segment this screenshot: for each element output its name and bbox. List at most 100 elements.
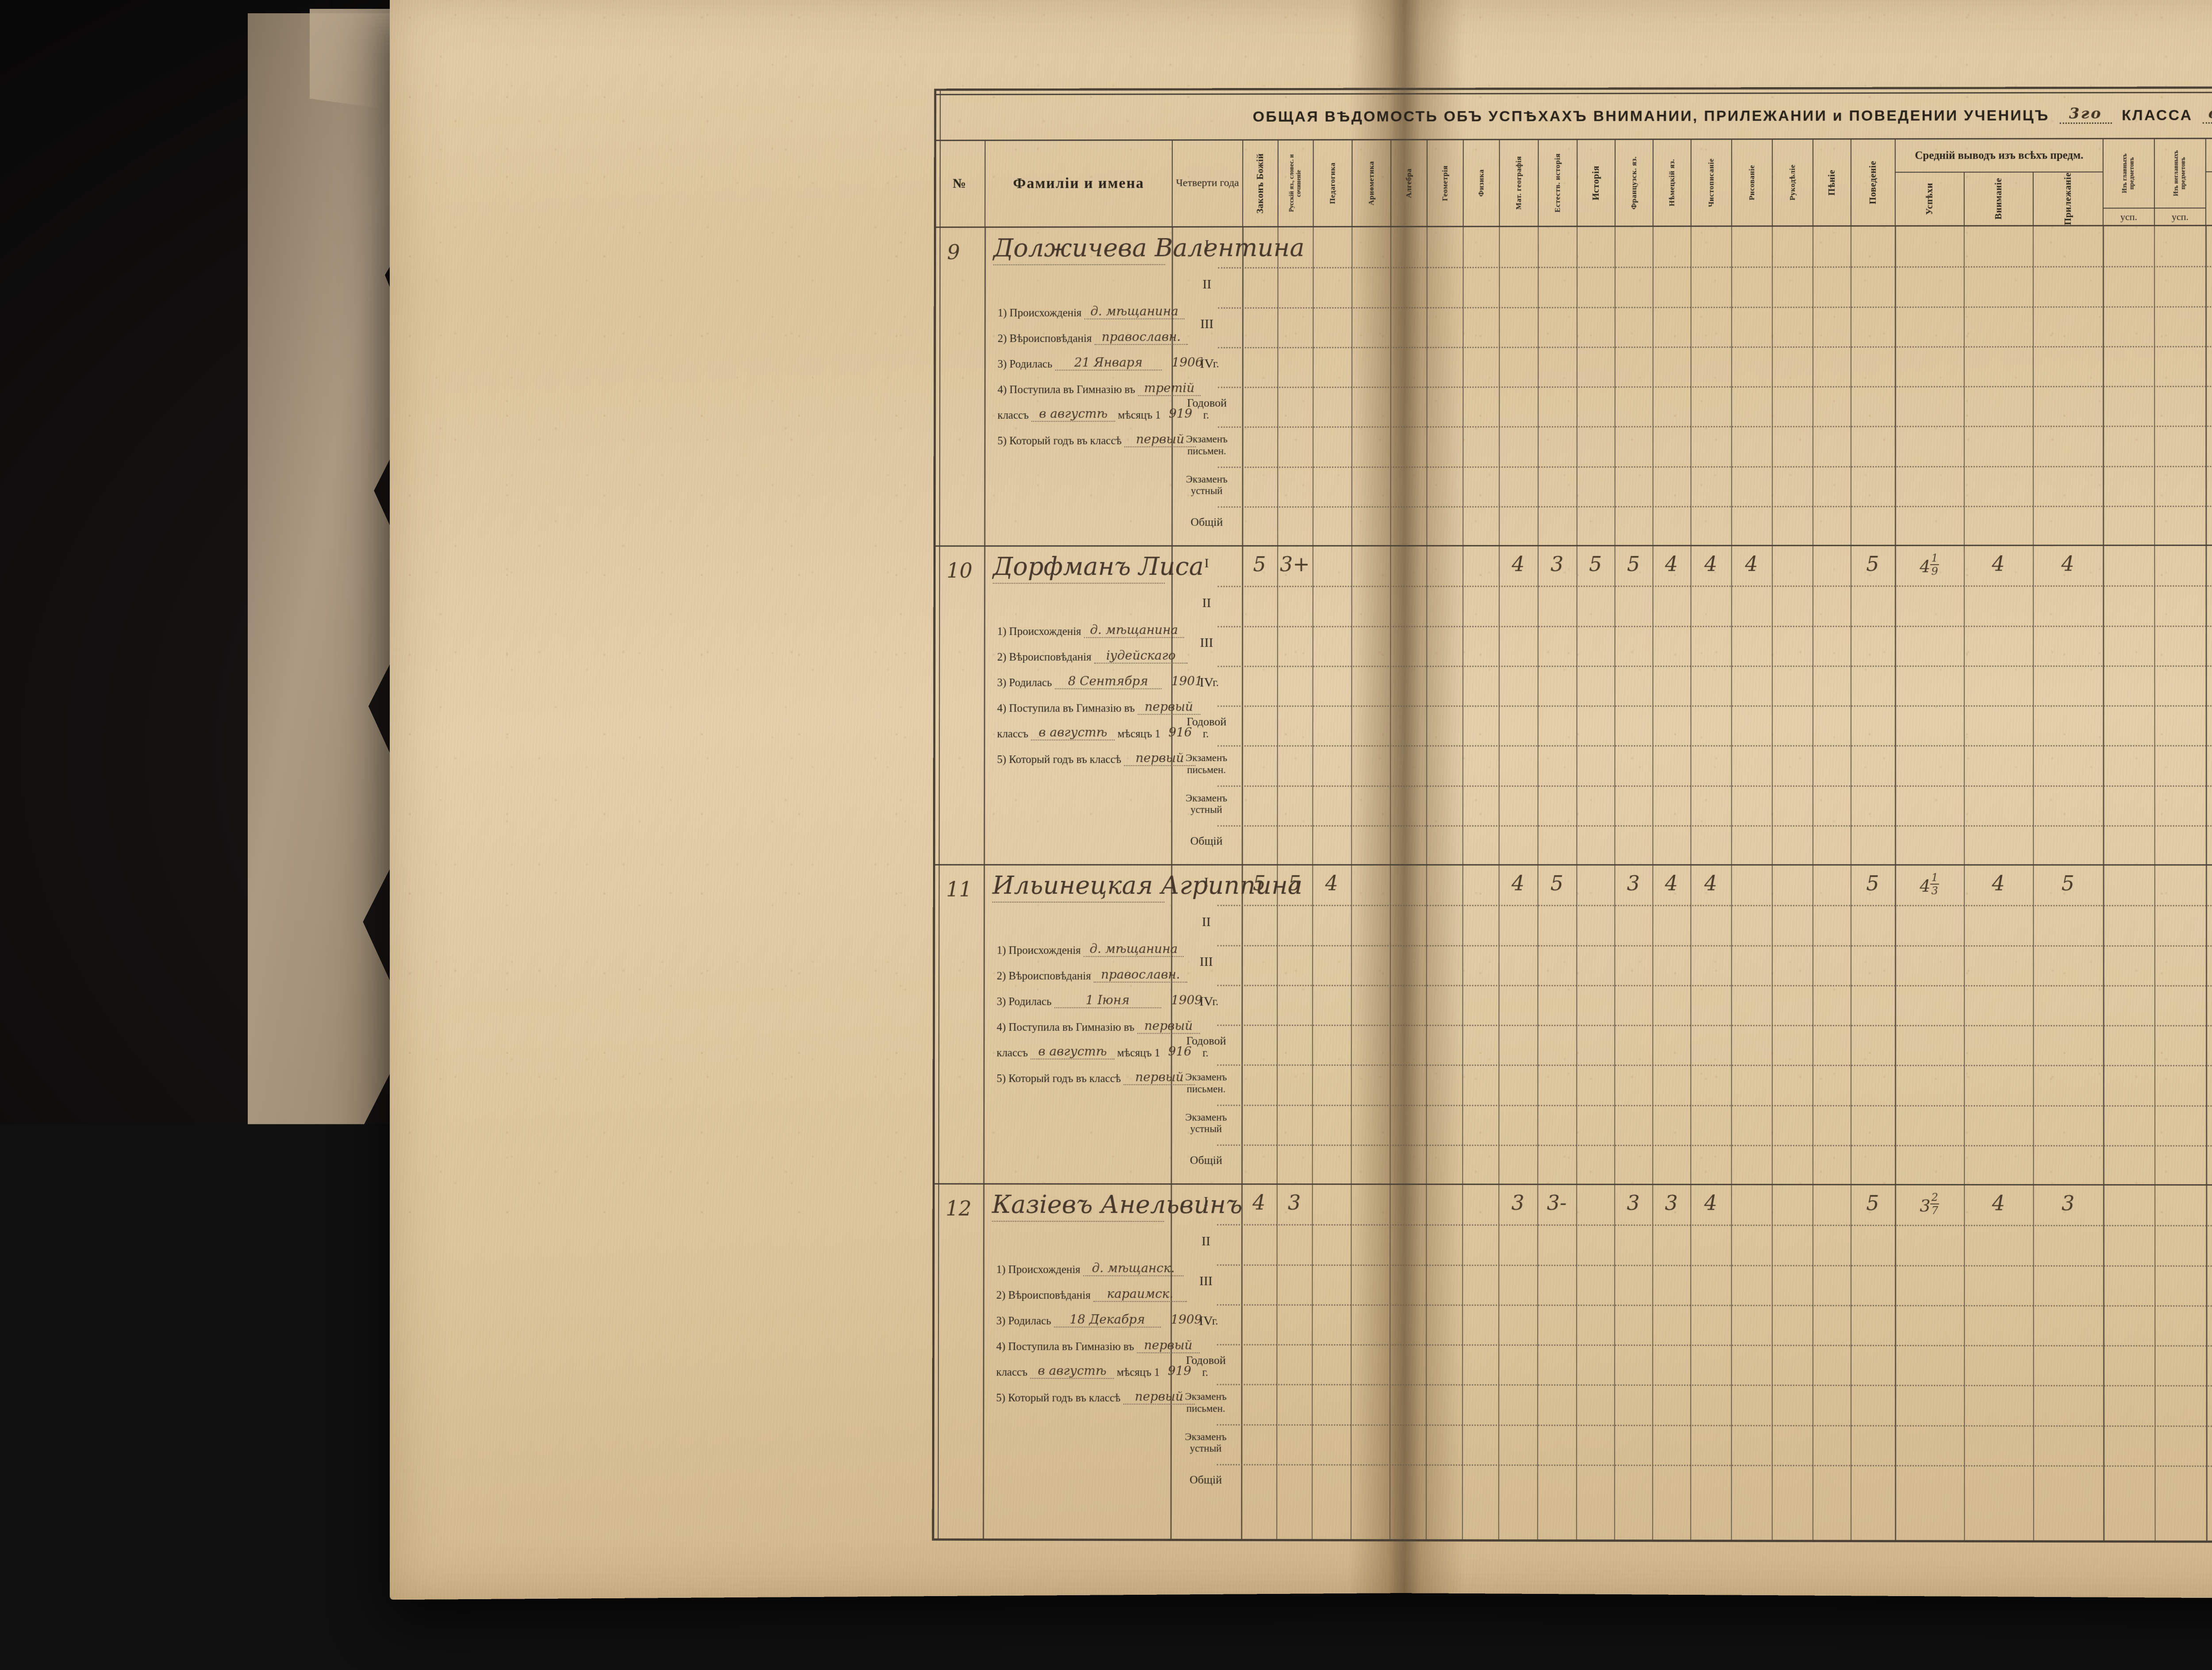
origin-value: д. мѣщанск. xyxy=(1083,1261,1183,1276)
field-origin: 1) Происхожденія д. мѣщанск. xyxy=(996,1262,1183,1277)
table-body: I II III IV Годовой Экзаменъ письмен. Экзаменъ… xyxy=(932,226,2212,1542)
year-in-class-value: первый xyxy=(1123,1389,1195,1404)
quarter-row-rule xyxy=(1217,1104,2212,1107)
field-born: 3) Родилась 18 Декабря 1909 г. xyxy=(996,1313,1218,1329)
col-rule xyxy=(1731,227,1732,1540)
field-born: 3) Родилась 21 Января 1906 г. xyxy=(998,356,1219,371)
quarter-row-rule xyxy=(1217,825,2212,827)
entered-year-value: 916 xyxy=(1160,725,1200,739)
born-year-value: 1909 xyxy=(1164,1312,1210,1327)
field-religion: 2) Вѣроисповѣданія православн. xyxy=(998,330,1188,346)
header-subject-risovanie: Рисованіе xyxy=(1731,139,1772,227)
average-cell: 327 xyxy=(1895,1191,1964,1217)
col-rule xyxy=(1390,227,1391,1539)
student-block-separator xyxy=(933,544,2212,546)
student-name: Дорфманъ Лиса xyxy=(993,552,1165,584)
quarter-row-label: Экзаменъ устный xyxy=(1171,793,1242,816)
header-subject-label: Французск. яз. xyxy=(1630,156,1638,209)
field-entered-class: 4) Поступила въ Гимназію въ первый xyxy=(997,1019,1200,1035)
quarter-row-rule xyxy=(1218,425,2212,428)
student-name: Казіевъ Анельвинъ xyxy=(992,1190,1164,1222)
col-rule xyxy=(1426,227,1428,1539)
student-block-separator xyxy=(933,1183,2212,1186)
field-entered-month: классъ в августѣ мѣсяцъ 1 919 г. xyxy=(998,407,1209,423)
col-rule xyxy=(1772,227,1773,1539)
year-in-class-value: первый xyxy=(1125,432,1196,447)
grade-cell: 5 xyxy=(1851,552,1895,576)
quarter-row-rule xyxy=(1218,305,2212,308)
header-subject-rukodelie: Рукодѣліе xyxy=(1772,139,1813,227)
origin-value: д. мѣщанина xyxy=(1083,942,1183,957)
grade-cell: 4 xyxy=(1690,1191,1731,1215)
quarter-row-rule xyxy=(1217,1464,2212,1467)
header-minor-subjects-label: Изъ неглавныхъ предметовъ xyxy=(2173,139,2187,208)
header-subject-penie: Пѣніе xyxy=(1813,139,1851,227)
entered-month-value: в августѣ xyxy=(1031,1044,1114,1059)
class-value: 3го xyxy=(2069,104,2102,122)
quarter-row-label: Экзаменъ устный xyxy=(1171,1431,1241,1455)
religion-value: православн. xyxy=(1094,967,1187,983)
header-subject-label: Рукодѣліе xyxy=(1789,165,1797,200)
grade-cell: 5 xyxy=(1851,871,1895,895)
quarter-row-label: II xyxy=(1171,277,1242,291)
field-entered-class: 4) Поступила въ Гимназію въ первый xyxy=(996,1339,1200,1354)
field-year-in-class: 5) Который годъ въ классѣ первый xyxy=(996,1390,1195,1406)
screenshot-root: 4 ОБЩАЯ ВѢДОМОСТЬ ОБЪ УСПѢХАХЪ ВНИМАНИИ,… xyxy=(0,0,2212,1670)
title-text-before: ОБЩАЯ ВѢДОМОСТЬ ОБЪ УСПѢХАХЪ ВНИМАНИИ, П… xyxy=(1253,107,2050,125)
header-missed-illness: По болѣзни xyxy=(2205,172,2212,226)
entered-year-value: 919 xyxy=(1161,406,1201,421)
student-number: 9 xyxy=(947,240,960,264)
header-subject-label: Законъ Божій xyxy=(1255,153,1266,213)
quarter-row-label: Общій xyxy=(1171,516,1242,528)
header-subject-label: Чистописаніе xyxy=(1707,158,1716,207)
header-main-subjects-label: Изъ главныхъ предметовъ xyxy=(2122,139,2135,208)
header-subject-label: Поведеніе xyxy=(1868,161,1878,204)
header-main-subjects-usp: усп. xyxy=(2103,208,2154,226)
quarter-row-label: Общій xyxy=(1171,835,1242,847)
entered-year-value: 916 xyxy=(1160,1044,1200,1058)
header-subject-label: Ариѳметика xyxy=(1367,161,1376,205)
born-year-value: 1906 xyxy=(1164,355,1210,369)
quarter-row-rule xyxy=(1218,345,2212,348)
table-header: № Фамиліи и имена Четверти года Законъ Б… xyxy=(934,137,2212,228)
header-subject-label: Естеств. исторія xyxy=(1553,154,1562,213)
field-religion: 2) Вѣроисповѣданія православн. xyxy=(997,968,1187,983)
quarter-row-label: II xyxy=(1171,1234,1241,1248)
entered-class-value: третій xyxy=(1138,381,1201,396)
field-entered-class: 4) Поступила въ Гимназію въ первый xyxy=(997,700,1200,716)
grade-cell: 5 xyxy=(1614,552,1652,576)
quarter-row-rule xyxy=(1217,625,2212,627)
quarter-row-label: Экзаменъ устный xyxy=(1171,1112,1241,1135)
average-cell: 4 xyxy=(1964,871,2033,895)
field-year-in-class: 5) Который годъ въ классѣ первый xyxy=(997,751,1196,767)
field-year-in-class: 5) Который годъ въ классѣ первый xyxy=(998,433,1196,448)
field-religion: 2) Вѣроисповѣданія караимск. xyxy=(996,1287,1187,1303)
header-subject-algebra: Алгебра xyxy=(1390,139,1427,227)
religion-value: іудейскаго xyxy=(1094,648,1187,664)
grade-cell: 3 xyxy=(1498,1191,1537,1215)
col-rule xyxy=(2154,226,2156,1540)
header-avg-prilezhanie: Прилежаніе xyxy=(2033,173,2103,227)
grade-cell: 4 xyxy=(1690,552,1731,576)
born-date-value: 1 Іюня xyxy=(1054,993,1161,1008)
quarter-row-rule xyxy=(1217,1025,2212,1027)
header-subject-label: Педагогика xyxy=(1329,162,1337,204)
grade-cell: 3+ xyxy=(1277,552,1313,576)
average-cell: 4 xyxy=(1964,1191,2033,1215)
grade-cell: 4 xyxy=(1690,871,1731,895)
student-name: Должичева Валентина xyxy=(993,234,1165,265)
grade-cell: 4 xyxy=(1731,552,1772,576)
department-blank: осн. xyxy=(2203,104,2212,123)
grade-cell: 5 xyxy=(1851,1191,1895,1215)
entered-month-value: в августѣ xyxy=(1031,725,1115,740)
header-subject-label: Геометрія xyxy=(1441,165,1449,201)
header-subject-label: Исторія xyxy=(1591,165,1601,200)
quarter-row-label: II xyxy=(1171,915,1242,929)
header-avg-uspehi: Успѣхи xyxy=(1895,173,1964,227)
born-date-value: 21 Января xyxy=(1055,355,1162,370)
average-cell: 3 xyxy=(2033,1191,2103,1215)
grade-cell: 5 xyxy=(1242,552,1277,576)
quarter-row-rule xyxy=(1217,785,2212,786)
field-entered-month: классъ в августѣ мѣсяцъ 1 916 г. xyxy=(997,1045,1209,1060)
quarter-row-rule xyxy=(1218,505,2212,508)
